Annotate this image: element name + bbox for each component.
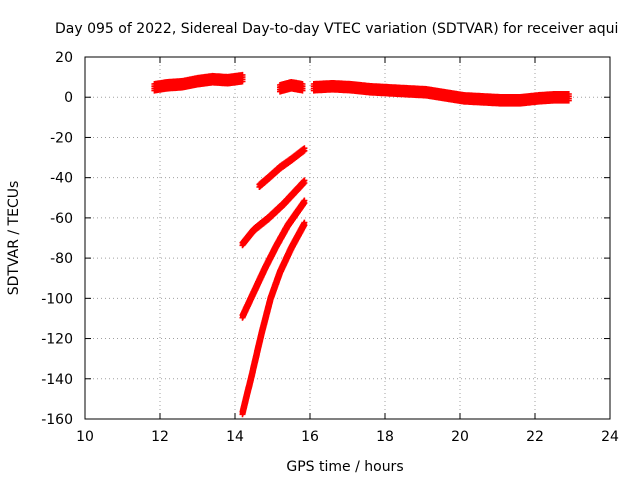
- data-series-2: [277, 79, 306, 95]
- y-tick-label: -100: [41, 291, 73, 307]
- tick-layer: 10 12 14 16 18 20 22 24 20 0 -20 -40 -60 -80 -100 -120 -…: [41, 50, 619, 445]
- y-tick-label: -160: [41, 412, 73, 428]
- x-tick-label: 10: [76, 429, 94, 445]
- x-tick-label: 22: [526, 429, 544, 445]
- series-markers: [277, 79, 306, 95]
- y-tick-label: -120: [41, 332, 73, 348]
- x-tick-label: 16: [301, 429, 319, 445]
- y-tick-label: -140: [41, 372, 73, 388]
- data-series-7: [239, 219, 308, 418]
- x-tick-label: 24: [601, 429, 619, 445]
- x-axis-label: GPS time / hours: [286, 459, 403, 475]
- series-markers: [310, 80, 572, 107]
- chart-title: Day 095 of 2022, Sidereal Day-to-day VTE…: [55, 21, 618, 37]
- data-layer: [151, 71, 572, 418]
- data-series-5: [256, 145, 308, 190]
- series-markers: [239, 197, 308, 321]
- data-series-3: [310, 80, 572, 107]
- y-tick-label: -80: [50, 251, 73, 267]
- data-series-6: [239, 197, 308, 321]
- y-axis-label: SDTVAR / TECUs: [6, 181, 22, 296]
- series-markers: [239, 219, 308, 418]
- plot-frame: [84, 56, 611, 420]
- grid-layer: [85, 57, 610, 419]
- x-tick-label: 14: [226, 429, 244, 445]
- series-markers: [256, 145, 308, 190]
- series-markers: [239, 177, 308, 249]
- y-tick-label: -40: [50, 171, 73, 187]
- y-tick-label: -60: [50, 211, 73, 227]
- y-tick-label: 20: [55, 50, 73, 66]
- x-tick-label: 12: [151, 429, 169, 445]
- y-tick-label: -20: [50, 130, 73, 146]
- x-tick-label: 18: [376, 429, 394, 445]
- data-series-1: [151, 71, 246, 94]
- data-series-4: [239, 177, 308, 249]
- y-tick-label: 0: [64, 90, 73, 106]
- series-markers: [151, 71, 246, 94]
- x-tick-label: 20: [451, 429, 469, 445]
